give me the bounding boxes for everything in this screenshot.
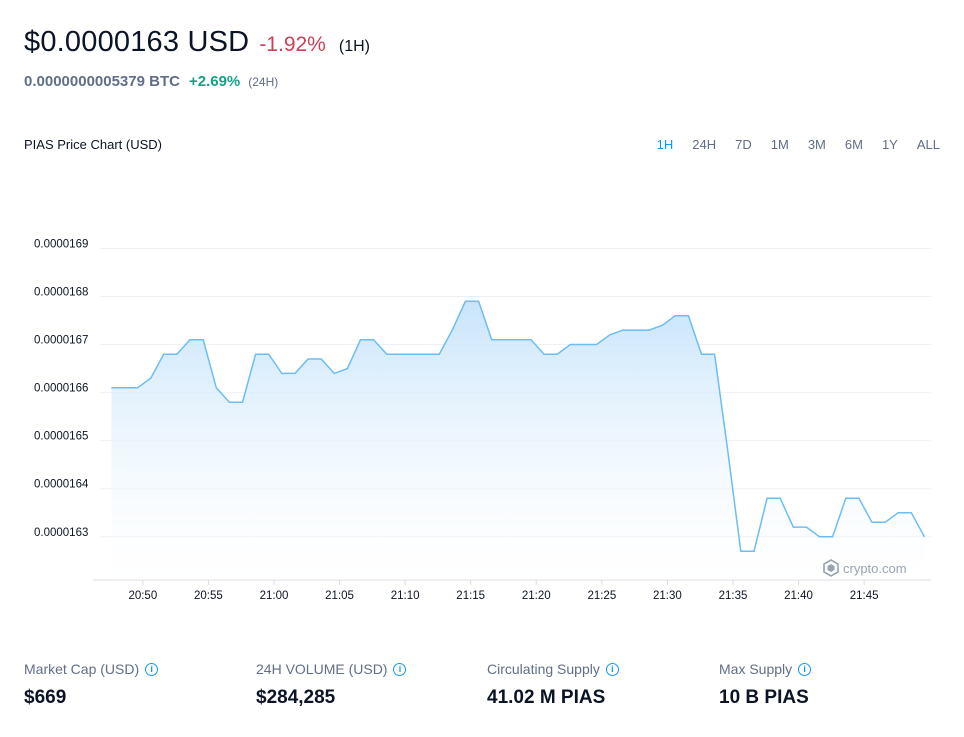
info-icon[interactable]: i [393, 662, 407, 676]
y-tick-label: 0.0000169 [34, 238, 88, 250]
price-chart: 0.0000169 0.0000168 0.0000167 0.0000166 0.00… [34, 238, 931, 602]
stat-3: Max Supply i 10 B PIAS [719, 661, 812, 709]
stat-label: Market Cap (USD) i [24, 661, 159, 677]
price-change-1h: -1.92% [259, 33, 326, 56]
crypto-com-logo-icon [823, 559, 839, 577]
stat-0: Market Cap (USD) i $669 [24, 661, 159, 709]
x-tick-label: 21:10 [391, 590, 420, 602]
y-tick-label: 0.0000163 [34, 527, 88, 539]
time-range-selector: 1H 24H 7D 1M 3M 6M 1Y ALL [638, 137, 940, 152]
y-tick-label: 0.0000166 [34, 383, 88, 395]
stat-label: Circulating Supply i [487, 661, 619, 677]
range-tab-24h[interactable]: 24H [692, 137, 717, 152]
price-line [111, 300, 926, 552]
stat-value: 41.02 M PIAS [487, 687, 606, 708]
info-icon[interactable]: i [145, 662, 159, 676]
btc-price: 0.0000000005379 BTC [24, 73, 180, 90]
x-tick-label: 20:50 [128, 590, 157, 602]
stat-value: 10 B PIAS [719, 687, 809, 708]
stat-label-text: Circulating Supply [487, 661, 600, 677]
price-header: $0.0000163 USD -1.92% (1H) [24, 26, 370, 59]
range-tab-1y[interactable]: 1Y [881, 137, 898, 152]
x-tick-label: 21:35 [719, 590, 748, 602]
x-tick-label: 21:45 [850, 590, 879, 602]
range-tab-3m[interactable]: 3M [807, 137, 826, 152]
x-tick-label: 21:30 [653, 590, 682, 602]
range-tab-1h[interactable]: 1H [656, 137, 674, 152]
stat-label-text: 24H VOLUME (USD) [256, 661, 388, 677]
stat-label-text: Max Supply [719, 661, 793, 677]
stat-label-text: Market Cap (USD) [24, 661, 140, 677]
range-tab-1m[interactable]: 1M [770, 137, 789, 152]
y-tick-label: 0.0000165 [34, 431, 88, 443]
x-tick-label: 21:25 [587, 590, 616, 602]
stat-label: Max Supply i [719, 661, 812, 677]
btc-change-period: (24H) [248, 75, 279, 89]
stat-value: $284,285 [256, 687, 336, 708]
usd-price: $0.0000163 USD [24, 26, 250, 58]
stat-2: Circulating Supply i 41.02 M PIAS [487, 661, 619, 709]
x-tick-label: 21:00 [260, 590, 289, 602]
x-tick-label: 21:20 [522, 590, 551, 602]
chart-title: PIAS Price Chart (USD) [24, 137, 162, 152]
stat-value: $669 [24, 687, 67, 708]
info-icon[interactable]: i [605, 662, 619, 676]
price-area-fill [111, 301, 925, 580]
y-tick-label: 0.0000168 [34, 286, 88, 298]
price-change-period: (1H) [338, 38, 370, 55]
x-tick-label: 21:40 [784, 590, 813, 602]
x-tick-label: 21:15 [456, 590, 485, 602]
info-icon[interactable]: i [798, 662, 812, 676]
x-tick-label: 20:55 [194, 590, 223, 602]
stat-1: 24H VOLUME (USD) i $284,285 [256, 661, 407, 709]
range-tab-7d[interactable]: 7D [735, 137, 752, 152]
y-tick-label: 0.0000164 [34, 479, 89, 491]
y-tick-label: 0.0000167 [34, 335, 88, 347]
range-tab-all[interactable]: ALL [916, 137, 940, 152]
btc-price-row: 0.0000000005379 BTC +2.69% (24H) [24, 73, 278, 90]
btc-change-24h: +2.69% [188, 73, 241, 90]
stat-label: 24H VOLUME (USD) i [256, 661, 407, 677]
watermark-text: crypto.com [843, 560, 907, 576]
x-tick-label: 21:05 [325, 590, 354, 602]
range-tab-6m[interactable]: 6M [844, 137, 863, 152]
crypto-com-watermark: crypto.com [823, 559, 907, 577]
